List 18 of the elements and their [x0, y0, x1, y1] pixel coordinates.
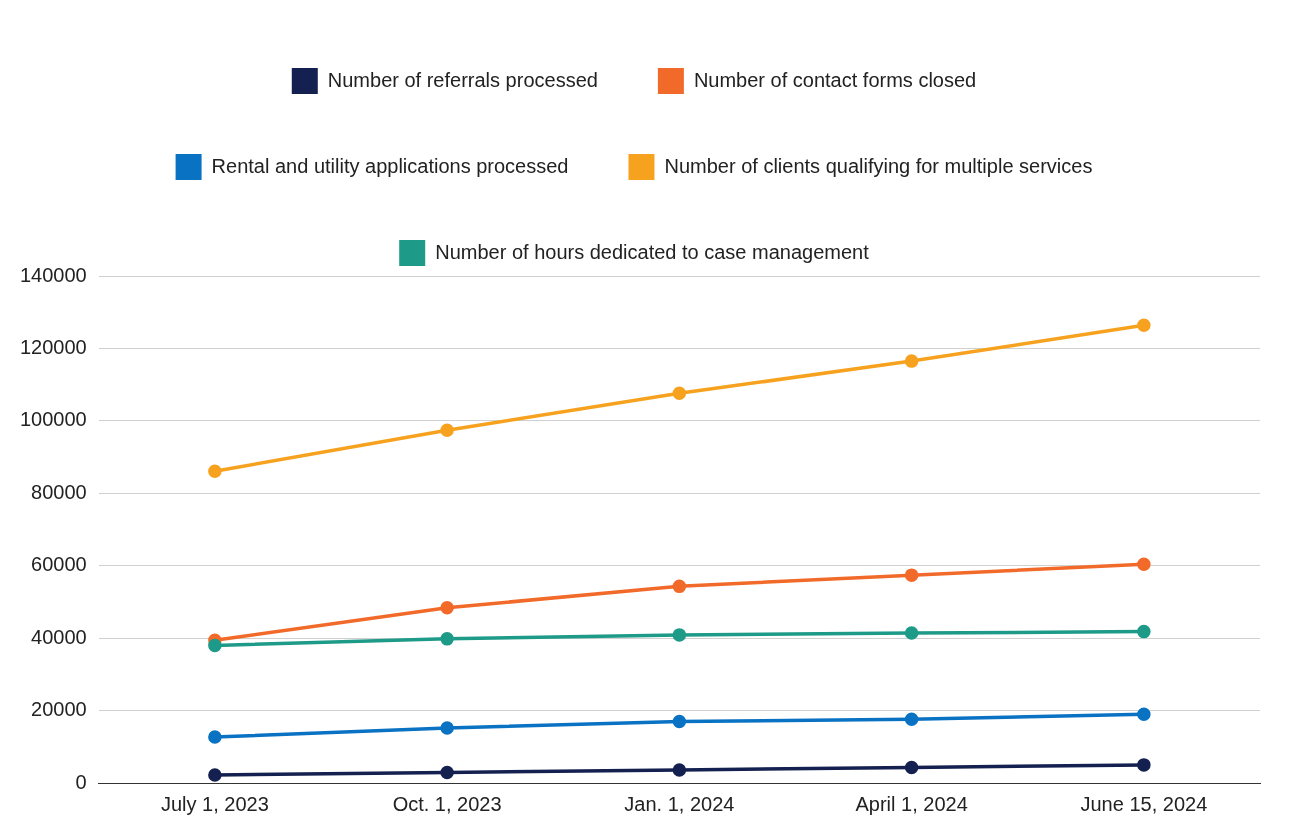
- y-tick-label: 60000: [31, 553, 87, 576]
- x-tick-label: Oct. 1, 2023: [392, 792, 502, 815]
- y-tick-label: 0: [75, 770, 87, 793]
- legend-label: Rental and utility applications processed: [211, 154, 569, 177]
- x-tick-label: June 15, 2024: [1080, 792, 1208, 815]
- y-tick-label: 140000: [19, 263, 87, 286]
- legend-label: Number of hours dedicated to case management: [435, 240, 870, 263]
- x-tick-label: Jan. 1, 2024: [624, 792, 735, 815]
- y-tick-label: 120000: [19, 335, 87, 358]
- legend-label: Number of referrals processed: [327, 68, 598, 91]
- x-tick-label: April 1, 2024: [855, 792, 968, 815]
- legend-label: Number of contact forms closed: [693, 68, 977, 91]
- y-tick-label: 100000: [19, 408, 87, 431]
- x-tick-label: July 1, 2023: [160, 792, 269, 815]
- y-tick-label: 40000: [31, 625, 87, 648]
- y-tick-label: 80000: [31, 480, 87, 503]
- y-tick-label: 20000: [31, 698, 87, 721]
- legend-label: Number of clients qualifying for multiple services: [664, 154, 1093, 177]
